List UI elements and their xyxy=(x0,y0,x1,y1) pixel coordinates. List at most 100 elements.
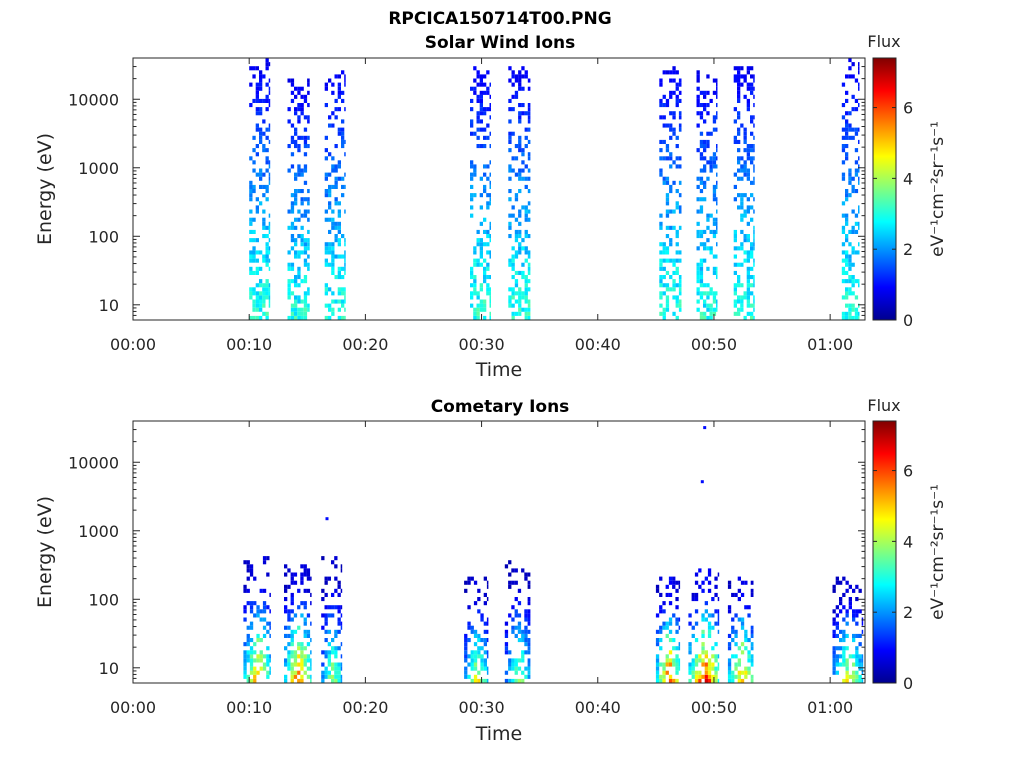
spectrogram-cell xyxy=(733,287,737,292)
spectrogram-cell xyxy=(675,670,679,675)
spectrogram-cell xyxy=(712,221,717,226)
spectrogram-cell xyxy=(268,246,271,251)
spectrogram-cell xyxy=(268,299,271,304)
spectrogram-cell xyxy=(324,638,328,643)
spectrogram-cell xyxy=(486,176,490,181)
spectrogram-cell xyxy=(704,617,708,622)
spectrogram-cell xyxy=(709,307,713,312)
spectrogram-cell xyxy=(672,576,676,581)
spectrogram-cell xyxy=(294,250,298,255)
spectrogram-cell xyxy=(521,168,525,173)
spectrogram-cell xyxy=(255,291,259,296)
spectrogram-cell xyxy=(473,666,478,671)
spectrogram-cell xyxy=(527,156,531,161)
spectrogram-cell xyxy=(480,617,484,622)
spectrogram-cell xyxy=(527,617,531,622)
spectrogram-cell xyxy=(303,588,307,593)
spectrogram-cell xyxy=(518,229,522,234)
spectrogram-cell xyxy=(659,139,663,144)
spectrogram-cell xyxy=(851,303,855,308)
x-tick-label: 00:40 xyxy=(575,698,621,717)
spectrogram-cell xyxy=(287,295,291,300)
x-tick-label: 00:40 xyxy=(575,335,621,354)
spectrogram-cell xyxy=(473,250,477,255)
spectrogram-cell xyxy=(265,262,269,267)
spectrogram-cell xyxy=(268,303,271,308)
spectrogram-cell xyxy=(328,229,332,234)
spectrogram-cell xyxy=(489,197,491,202)
spectrogram-cell xyxy=(331,646,335,651)
spectrogram-cell xyxy=(262,209,266,214)
spectrogram-cell xyxy=(293,674,298,679)
spectrogram-cell xyxy=(324,156,328,161)
spectrogram-cell xyxy=(483,303,487,308)
spectrogram-cell xyxy=(321,597,325,602)
spectrogram-cell xyxy=(854,250,859,255)
spectrogram-cell xyxy=(659,275,663,280)
spectrogram-cell xyxy=(678,180,682,185)
spectrogram-cell xyxy=(855,674,859,679)
spectrogram-cell xyxy=(337,254,341,259)
spectrogram-cell xyxy=(706,283,710,288)
spectrogram-cell xyxy=(269,658,271,663)
spectrogram-cell xyxy=(699,270,704,275)
spectrogram-cell xyxy=(331,242,335,247)
spectrogram-cell xyxy=(334,115,338,120)
spectrogram-cell xyxy=(284,633,288,638)
spectrogram-cell xyxy=(310,592,312,597)
spectrogram-cell xyxy=(483,82,487,87)
spectrogram-cell xyxy=(486,291,490,296)
spectrogram-cell xyxy=(259,82,263,87)
spectrogram-cell xyxy=(659,78,663,83)
spectrogram-cell xyxy=(464,646,468,651)
spectrogram-cell xyxy=(717,621,720,626)
spectrogram-cell xyxy=(733,311,737,316)
spectrogram-cell xyxy=(662,307,666,312)
spectrogram-cell xyxy=(249,258,253,263)
spectrogram-cell xyxy=(249,621,254,626)
spectrogram-cell xyxy=(252,291,256,296)
spectrogram-cell xyxy=(709,168,713,173)
y-tick-label: 100 xyxy=(88,227,119,246)
spectrogram-cell xyxy=(527,111,531,116)
spectrogram-cell xyxy=(737,82,741,87)
spectrogram-cell xyxy=(331,662,335,667)
spectrogram-cell xyxy=(737,588,741,593)
spectrogram-cell xyxy=(845,613,849,618)
spectrogram-cell xyxy=(750,654,754,659)
spectrogram-cell xyxy=(259,111,263,116)
spectrogram-cell xyxy=(473,662,478,667)
spectrogram-cell xyxy=(334,666,338,671)
spectrogram-cell xyxy=(665,193,670,198)
spectrogram-cell xyxy=(259,279,263,284)
spectrogram-cell xyxy=(750,625,754,630)
spectrogram-cell xyxy=(832,646,836,651)
spectrogram-cell xyxy=(712,90,717,95)
spectrogram-cell xyxy=(249,658,254,663)
spectrogram-cell xyxy=(249,197,253,202)
spectrogram-cell xyxy=(265,279,269,284)
spectrogram-cell xyxy=(668,601,673,606)
spectrogram-cell xyxy=(508,287,512,292)
spectrogram-cell xyxy=(746,270,750,275)
spectrogram-cell xyxy=(310,658,312,663)
spectrogram-cell xyxy=(841,135,846,140)
spectrogram-cell xyxy=(753,209,755,214)
spectrogram-cell xyxy=(709,229,713,234)
spectrogram-cell xyxy=(331,254,335,259)
spectrogram-cell xyxy=(848,275,852,280)
spectrogram-cell xyxy=(303,94,308,99)
spectrogram-cell xyxy=(303,258,308,263)
spectrogram-cell xyxy=(706,90,710,95)
spectrogram-cell xyxy=(511,662,515,667)
spectrogram-cell xyxy=(841,266,846,271)
spectrogram-cell xyxy=(328,315,332,320)
spectrogram-cell xyxy=(845,213,849,218)
spectrogram-cell xyxy=(527,127,531,132)
spectrogram-cell xyxy=(508,662,512,667)
spectrogram-cell xyxy=(331,168,335,173)
spectrogram-cell xyxy=(753,315,755,320)
spectrogram-cell xyxy=(743,315,747,320)
spectrogram-cell xyxy=(659,172,663,177)
spectrogram-cell xyxy=(678,279,682,284)
